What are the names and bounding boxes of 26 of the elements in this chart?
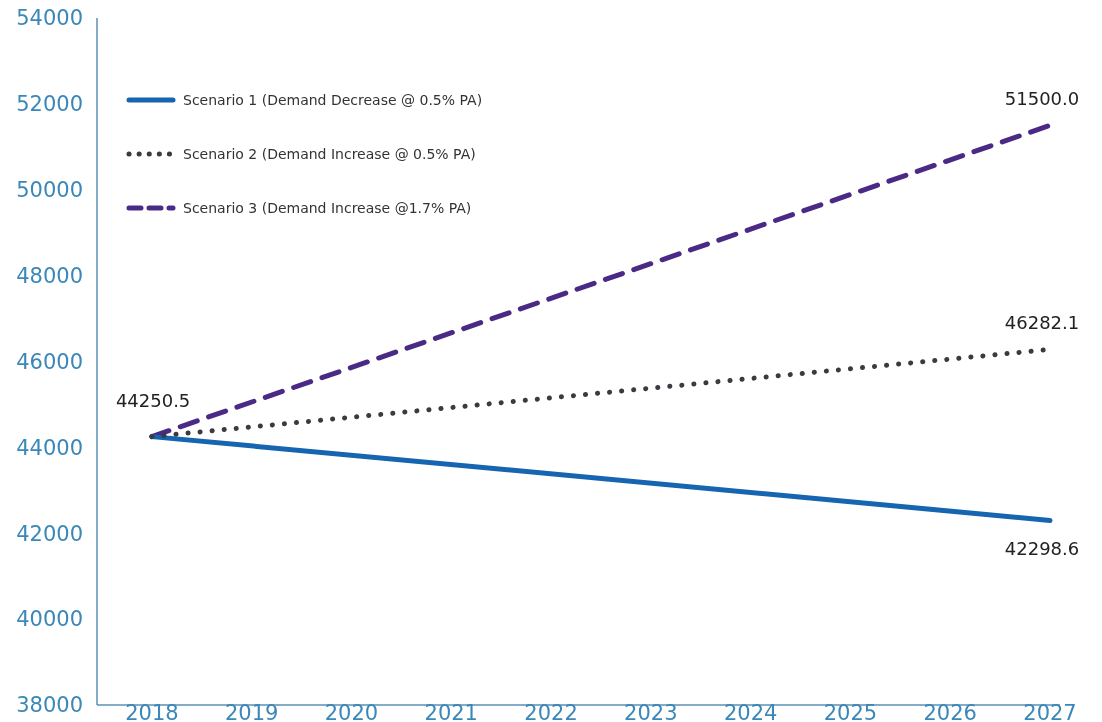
x-tick-label: 2027 [1023, 701, 1077, 722]
y-tick-label: 42000 [16, 521, 83, 546]
y-tick-label: 54000 [16, 6, 83, 31]
legend-label: Scenario 1 (Demand Decrease @ 0.5% PA) [183, 91, 483, 108]
x-tick-label: 2024 [723, 701, 778, 722]
x-tick-label: 2022 [524, 701, 578, 722]
x-tick-label: 2018 [125, 701, 179, 722]
data-label: 46282.1 [1004, 312, 1080, 334]
x-tick-label: 2019 [224, 701, 279, 722]
x-tick-label: 2021 [424, 701, 478, 722]
y-tick-label: 52000 [16, 92, 83, 117]
y-tick-label: 48000 [16, 263, 83, 288]
legend-label: Scenario 3 (Demand Increase @1.7% PA) [183, 199, 472, 216]
data-label: 42298.6 [1004, 538, 1080, 560]
y-tick-label: 46000 [16, 349, 83, 374]
data-label: 51500.0 [1004, 88, 1080, 110]
y-tick-label: 44000 [16, 435, 83, 460]
y-tick-label: 40000 [16, 607, 83, 632]
x-tick-label: 2020 [324, 701, 379, 722]
x-tick-label: 2023 [624, 701, 678, 722]
data-label: 44250.5 [115, 389, 191, 411]
legend-label: Scenario 2 (Demand Increase @ 0.5% PA) [183, 145, 476, 162]
x-tick-label: 2026 [923, 701, 977, 722]
y-tick-label: 38000 [16, 693, 83, 718]
x-tick-label: 2025 [823, 701, 878, 722]
y-tick-label: 50000 [16, 178, 83, 203]
